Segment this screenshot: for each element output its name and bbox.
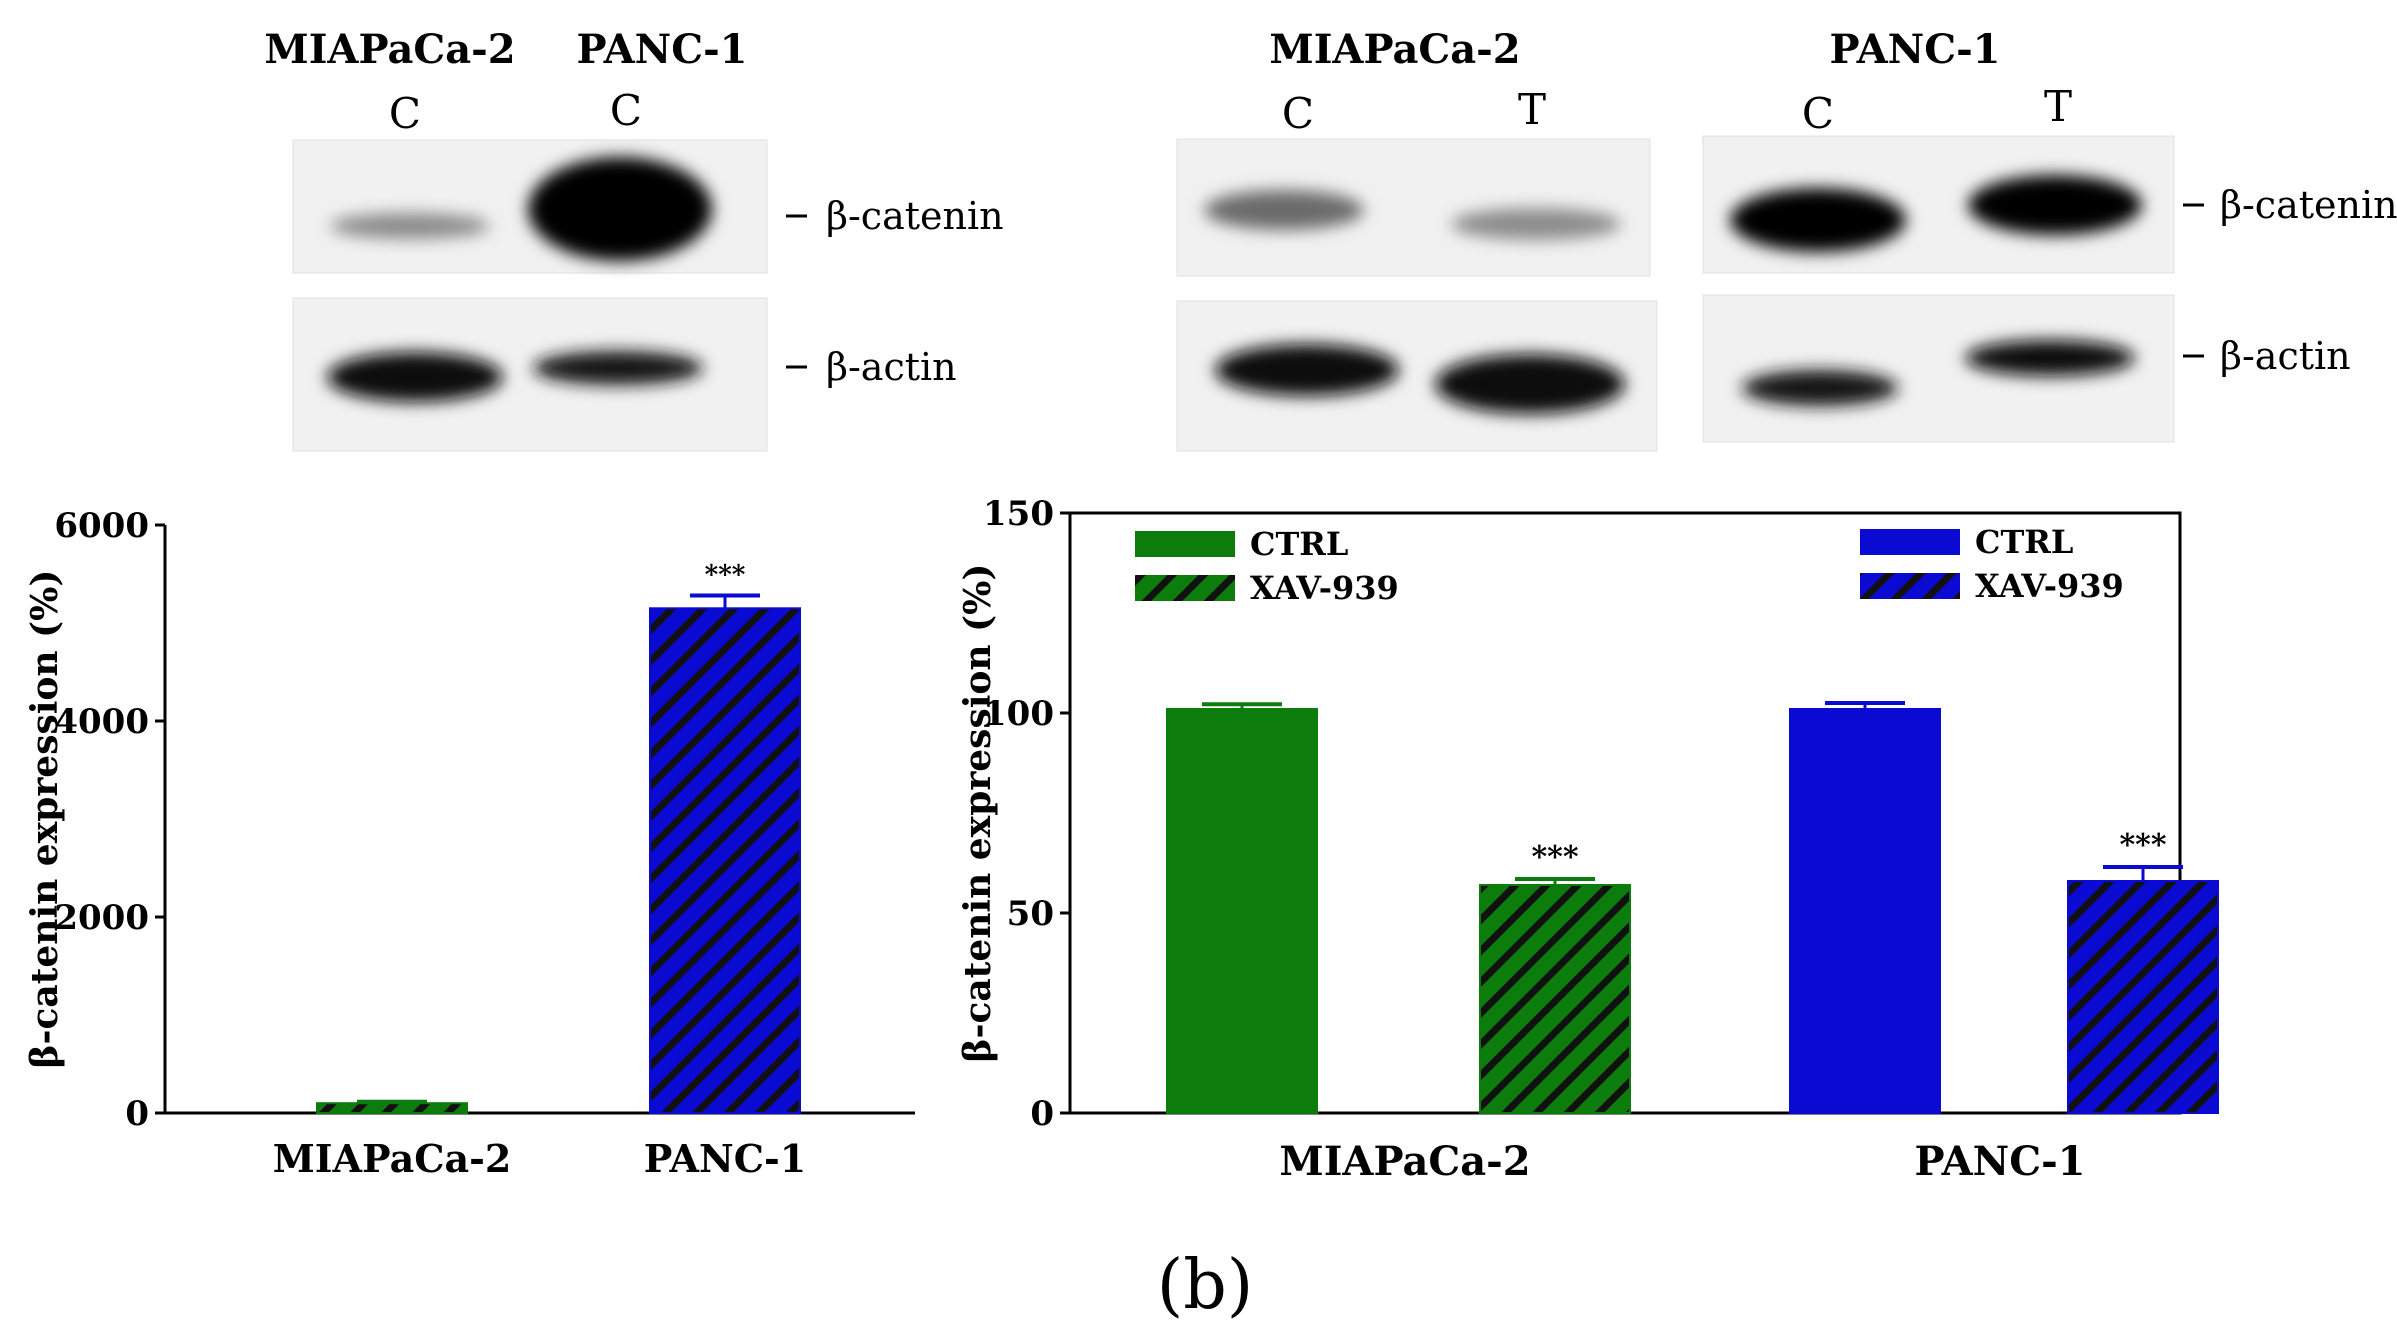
- blot-left: MIAPaCa-2 PANC-1 C C β-catenin β-actin: [264, 26, 1004, 452]
- blot-right-cellline: PANC-1: [1829, 26, 2000, 73]
- blot-right-actin-band-2: [1965, 340, 2135, 376]
- blot-left-lane-2: C: [610, 86, 642, 135]
- blot-middle-lane-1: C: [1282, 89, 1314, 138]
- chart-2-axes: 0 50 100 150 MIAPaCa-2 PANC-1: [983, 494, 2182, 1185]
- blot-right-lane-2: T: [2044, 82, 2072, 131]
- chart-1-bar-panc-1: [649, 607, 801, 1114]
- chart-1-significance-1: ***: [705, 561, 746, 591]
- blot-right-catenin-band-2: [1968, 175, 2142, 235]
- chart-2-y-tick-label-3: 150: [983, 494, 1054, 534]
- chart-2-error-bar-0-0: [1202, 702, 1282, 709]
- chart-2-y-tick-label-0: 0: [1030, 1094, 1054, 1134]
- chart-2-error-bar-1-0: [1825, 701, 1905, 709]
- blot-middle: MIAPaCa-2 C T: [1176, 26, 1658, 452]
- blot-left-actin-label: β-actin: [826, 345, 957, 389]
- chart-2-y-tick-label-2: 100: [983, 694, 1054, 734]
- chart-2-y-axis-label: β-catenin expression (%): [957, 564, 999, 1063]
- chart-2-bars: *** ***: [1166, 701, 2219, 1114]
- chart-2-x-tick-label-1: PANC-1: [1914, 1138, 2085, 1185]
- chart-1-x-tick-label-1: PANC-1: [644, 1136, 806, 1181]
- chart-2-bar-miapaca-2-ctrl: [1166, 708, 1318, 1114]
- blot-left-catenin-band-2: [528, 157, 712, 261]
- chart-2-legend: CTRL XAV-939 CTRL XAV-939: [1135, 523, 2124, 607]
- chart-2-x-tick-label-0: MIAPaCa-2: [1279, 1138, 1530, 1185]
- chart-1-axes: 0 2000 4000 6000 MIAPaCa-2 PANC-1: [54, 506, 915, 1181]
- chart-2-legend-swatch-0: [1135, 531, 1235, 557]
- blot-middle-cellline: MIAPaCa-2: [1269, 26, 1520, 73]
- blot-left-catenin-label: β-catenin: [826, 194, 1004, 238]
- chart-2-legend-swatch-2: [1860, 529, 1960, 555]
- chart-1: β-catenin expression (%) 0 2000 4000 6000 MI…: [24, 506, 915, 1181]
- blot-right-catenin-band-1: [1730, 188, 1906, 252]
- chart-2-bar-panc-1-xav-939: [2067, 880, 2219, 1114]
- chart-2-legend-label-2: CTRL: [1975, 523, 2073, 561]
- blot-right-lane-1: C: [1802, 89, 1834, 138]
- chart-2-legend-label-1: XAV-939: [1250, 569, 1399, 607]
- blot-right-actin-band-1: [1742, 370, 1898, 406]
- blot-middle-actin-band-2: [1435, 354, 1625, 414]
- chart-1-x-tick-label-0: MIAPaCa-2: [273, 1136, 512, 1181]
- chart-1-bars: ***: [316, 561, 801, 1114]
- chart-1-error-bar-0: [357, 1099, 427, 1104]
- blot-left-cellline-1: MIAPaCa-2: [264, 26, 515, 73]
- chart-2-bar-panc-1-ctrl: [1789, 708, 1941, 1114]
- blot-right: PANC-1 C T β-catenin β-actin: [1702, 26, 2397, 443]
- chart-2-significance-1-1: ***: [2119, 828, 2166, 863]
- chart-2-error-bar-1-1: [2103, 865, 2183, 881]
- chart-1-y-tick-label-1: 2000: [54, 898, 149, 938]
- chart-2-legend-label-0: CTRL: [1250, 525, 1348, 563]
- blot-left-actin-band-2: [533, 351, 703, 385]
- blot-right-catenin-label: β-catenin: [2220, 183, 2397, 227]
- blot-middle-actin-band-1: [1215, 344, 1399, 396]
- blot-middle-catenin-band-2: [1451, 208, 1621, 240]
- chart-1-y-tick-label-3: 6000: [54, 506, 149, 546]
- chart-2-significance-0-1: ***: [1531, 840, 1578, 875]
- chart-1-error-bar-1: [690, 593, 760, 609]
- chart-2-y-tick-label-1: 50: [1007, 894, 1054, 934]
- chart-1-y-tick-label-0: 0: [125, 1094, 149, 1134]
- chart-2-legend-swatch-1: [1135, 575, 1235, 601]
- blot-middle-catenin-band-1: [1204, 190, 1364, 230]
- chart-2-bar-miapaca-2-xav-939: [1479, 884, 1631, 1114]
- chart-1-bar-miapaca-2: [316, 1102, 468, 1114]
- chart-1-y-tick-label-2: 4000: [54, 702, 149, 742]
- blot-left-lane-1: C: [389, 89, 421, 138]
- blot-left-actin-band-1: [327, 352, 503, 402]
- chart-2-legend-label-3: XAV-939: [1975, 567, 2124, 605]
- chart-1-y-axis-label: β-catenin expression (%): [24, 570, 66, 1069]
- chart-2-error-bar-0-1: [1515, 877, 1595, 885]
- panel-label: (b): [1157, 1246, 1254, 1325]
- chart-2: β-catenin expression (%) 0 50 100 150 MIAPaC…: [957, 494, 2219, 1185]
- blot-left-catenin-band-1: [330, 213, 490, 239]
- blot-left-cellline-2: PANC-1: [576, 26, 747, 73]
- blot-right-actin-label: β-actin: [2220, 334, 2351, 378]
- chart-2-legend-swatch-3: [1860, 573, 1960, 599]
- blot-middle-lane-2: T: [1518, 85, 1546, 134]
